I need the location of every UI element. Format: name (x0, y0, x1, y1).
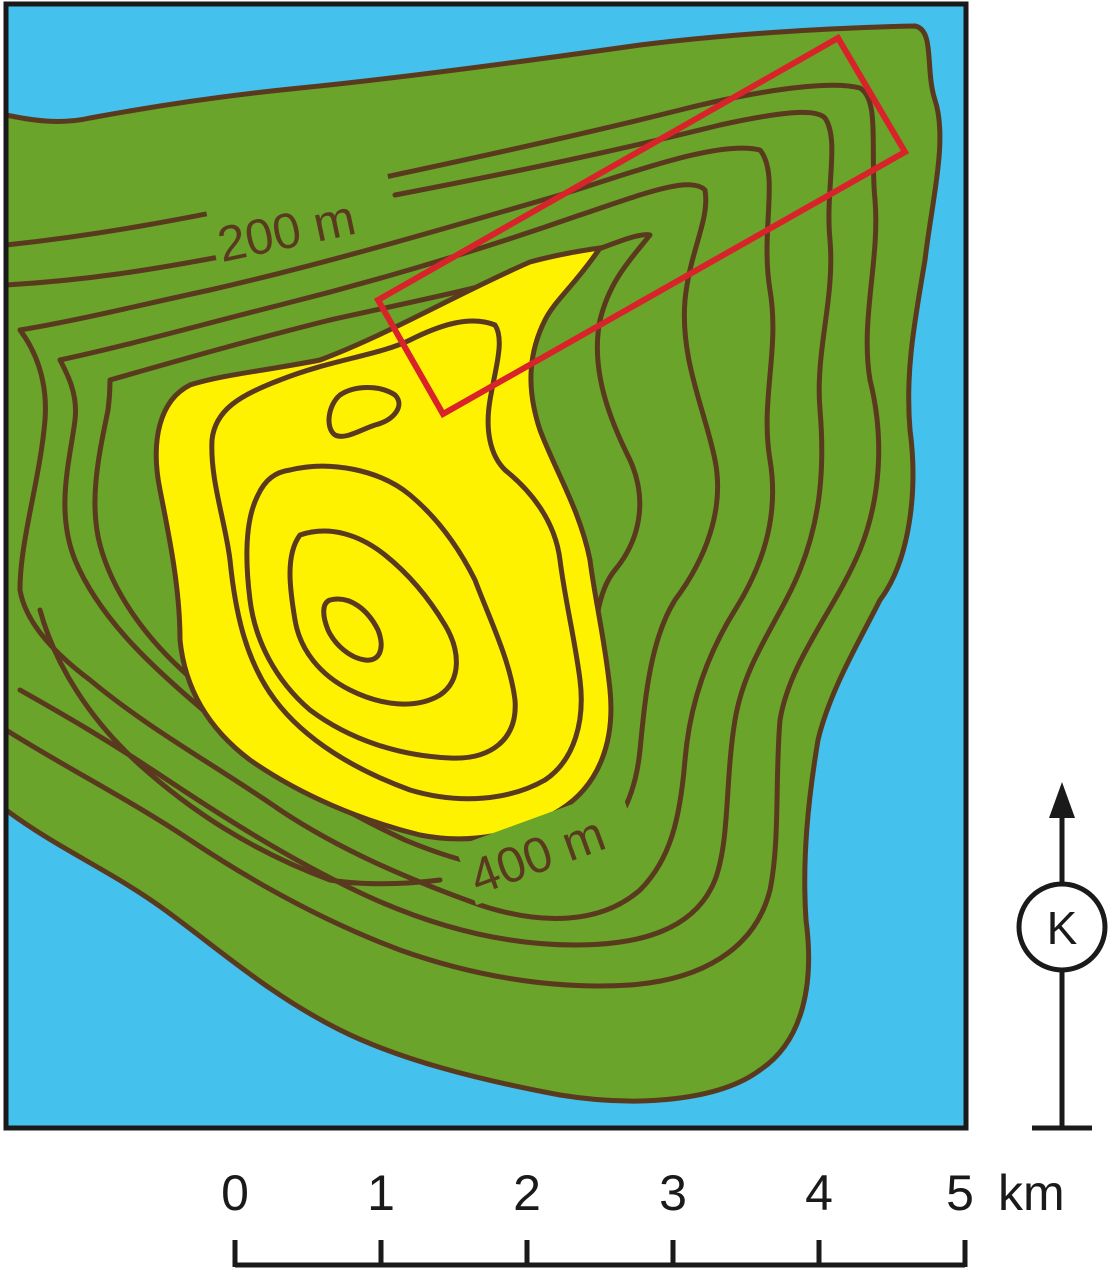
scale-bar (232, 1240, 968, 1268)
contour-line (3, 82, 882, 989)
label-upper-knockout (455, 787, 641, 906)
contour-line (209, 318, 584, 802)
scale-tick-label: 3 (659, 1165, 687, 1221)
label-lower-knockout (205, 170, 400, 271)
contour-line (37, 607, 443, 887)
highlight-rectangle (373, 33, 910, 419)
contour-line (244, 463, 518, 761)
north-arrow-icon (1016, 782, 1108, 1131)
scale-tick-label: 2 (513, 1165, 541, 1221)
contour-line (321, 596, 384, 663)
scale-unit: km (998, 1165, 1065, 1221)
contour-line (3, 109, 835, 948)
compass-letter: K (1047, 902, 1078, 954)
scale-tick-label: 4 (805, 1165, 833, 1221)
scale-tick-label: 0 (221, 1165, 249, 1221)
contour-line (326, 385, 402, 439)
contour-line (287, 528, 459, 707)
map-frame (3, 1, 969, 1131)
contour-line (57, 182, 721, 872)
scale-tick-label: 5 (946, 1165, 974, 1221)
scale-tick-label: 1 (367, 1165, 395, 1221)
